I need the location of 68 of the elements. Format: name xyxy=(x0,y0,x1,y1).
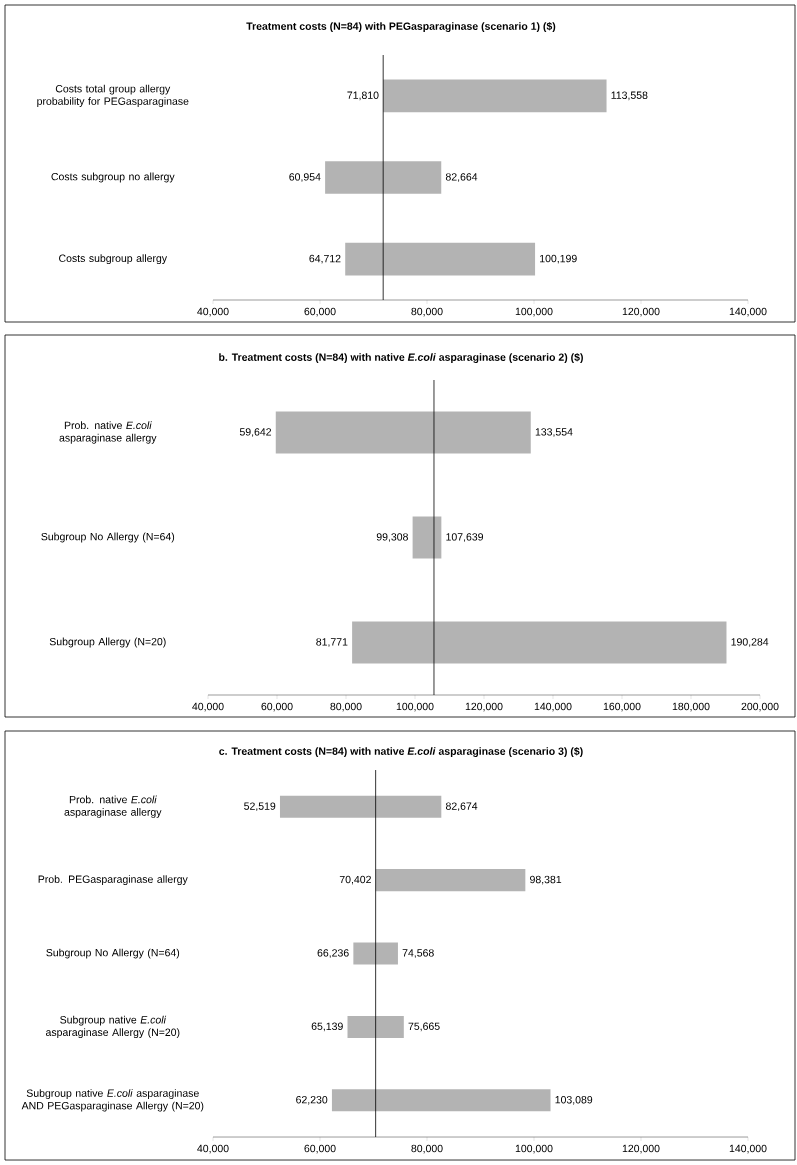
x-tick-label: 40,000 xyxy=(192,702,224,712)
x-tick-label: 140,000 xyxy=(729,1144,767,1154)
y-tick-label: Prob. native E.coli asparaginase allergy xyxy=(59,421,157,444)
bar xyxy=(412,516,442,559)
x-tick-label: 160,000 xyxy=(603,702,641,712)
y-tick-label: Costs total group allergy probability for PEGasparaginase xyxy=(37,84,189,107)
x-tick-label: 120,000 xyxy=(622,1144,660,1154)
x-tick-label: 60,000 xyxy=(304,1144,336,1154)
chart-title: b. Treatment costs (N=84) with native E.coli asparaginase (scenario 2) ($) xyxy=(219,352,583,364)
x-tick-label: 100,000 xyxy=(515,1144,553,1154)
y-tick-label: Subgroup No Allergy (N=64) xyxy=(41,532,175,543)
y-tick-label: Prob. native E.coli asparaginase allergy xyxy=(64,795,162,818)
y-tick-label: Costs subgroup allergy xyxy=(59,254,168,265)
annotation: 81,771 xyxy=(316,638,348,647)
annotation: 64,712 xyxy=(309,254,341,264)
x-tick-label: 180,000 xyxy=(672,702,710,712)
y-tick-label: Costs subgroup no allergy xyxy=(51,172,175,183)
annotation: 99,308 xyxy=(376,533,408,542)
x-tick-label: 80,000 xyxy=(330,702,362,712)
x-tick-label: 100,000 xyxy=(515,307,553,317)
annotation: 82,674 xyxy=(445,802,478,812)
bar xyxy=(345,242,536,276)
annotation: 113,558 xyxy=(611,91,648,101)
x-tick-label: 200,000 xyxy=(741,702,779,712)
annotation: 62,230 xyxy=(296,1095,328,1105)
x-tick-label: 140,000 xyxy=(729,307,767,317)
annotation: 107,639 xyxy=(446,533,484,542)
x-tick-label: 140,000 xyxy=(534,702,572,712)
bar xyxy=(353,942,398,965)
bar xyxy=(279,795,442,818)
annotation: 190,284 xyxy=(731,638,769,647)
x-tick-label: 80,000 xyxy=(411,1144,443,1154)
annotation: 71,810 xyxy=(347,91,379,101)
y-tick-label: Prob. PEGasparaginase allergy xyxy=(38,875,188,886)
bar xyxy=(383,79,607,113)
annotation: 59,642 xyxy=(239,428,272,437)
bar xyxy=(347,1015,404,1038)
bar xyxy=(352,621,727,664)
chart-title: Treatment costs (N=84) with PEGasparaginase (scenario 1) ($) xyxy=(246,21,556,32)
annotation: 66,236 xyxy=(317,949,349,958)
x-tick-label: 60,000 xyxy=(261,702,293,712)
x-tick-label: 120,000 xyxy=(622,307,660,317)
annotation: 103,089 xyxy=(555,1095,593,1105)
annotation: 65,139 xyxy=(311,1022,343,1032)
x-tick-label: 40,000 xyxy=(197,307,229,317)
annotation: 70,402 xyxy=(339,875,371,885)
annotation: 133,554 xyxy=(535,428,573,437)
x-tick-label: 120,000 xyxy=(465,702,503,712)
bar xyxy=(275,411,531,454)
bar xyxy=(331,1089,551,1112)
chart-title: c. Treatment costs (N=84) with native E.coli asparaginase (scenario 3) ($) xyxy=(219,747,583,758)
annotation: 52,519 xyxy=(244,802,276,812)
annotation: 82,664 xyxy=(445,173,478,182)
annotation: 75,665 xyxy=(408,1022,440,1032)
y-tick-label: Subgroup Allergy (N=20) xyxy=(49,637,166,648)
y-tick-label: Subgroup No Allergy (N=64) xyxy=(46,948,180,959)
annotation: 60,954 xyxy=(289,173,321,182)
x-tick-label: 60,000 xyxy=(304,307,336,317)
x-tick-label: 40,000 xyxy=(197,1144,229,1154)
annotation: 100,199 xyxy=(540,254,577,264)
bar xyxy=(375,869,526,892)
annotation: 98,381 xyxy=(530,875,562,885)
x-tick-label: 100,000 xyxy=(396,702,434,712)
y-tick-label: Subgroup native E.coli asparaginase Allergy (N=20) xyxy=(45,1015,180,1039)
x-tick-label: 80,000 xyxy=(411,307,443,317)
annotation: 74,568 xyxy=(402,949,434,958)
y-tick-label: Subgroup native E.coli asparaginase AND PEGasparaginase Allergy (N=20) xyxy=(21,1089,204,1112)
bar xyxy=(325,161,442,194)
